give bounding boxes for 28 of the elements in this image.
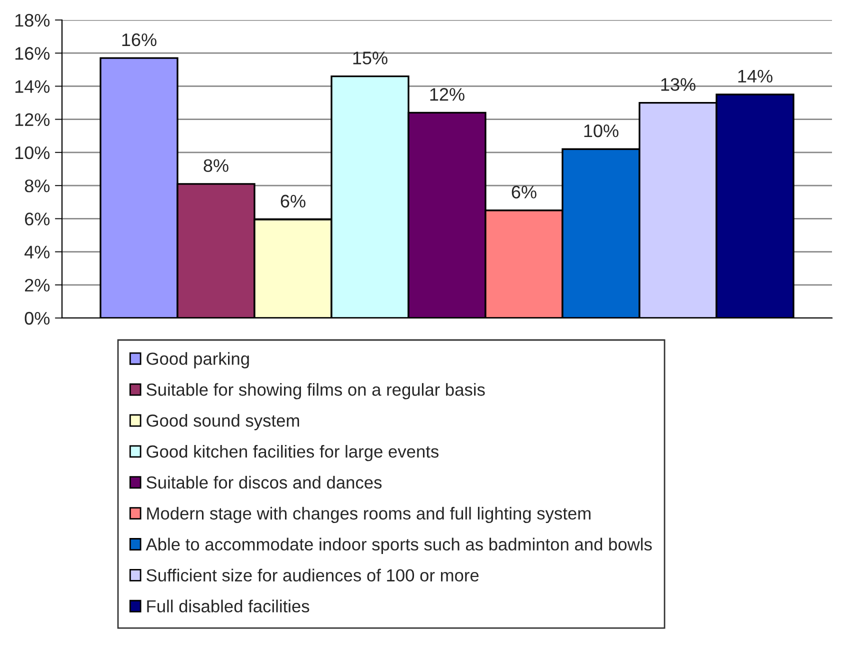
y-tick-label: 4% xyxy=(24,246,50,258)
data-label: 10% xyxy=(584,124,618,138)
legend-label: Good kitchen facilities for large events xyxy=(146,444,439,462)
y-tick-label: 2% xyxy=(25,278,50,292)
legend-label: Suitable for showing films on a regular basis xyxy=(146,383,485,400)
legend-label: Good parking xyxy=(146,352,249,368)
legend-label: Modern stage with changes rooms and full lighting system xyxy=(147,506,590,524)
legend-label: Suitable for discos and dances xyxy=(146,476,382,489)
legend-label: Sufficient size for audiences of 100 or more xyxy=(146,568,479,582)
data-label: 6% xyxy=(280,194,306,208)
legend-label: Able to accommodate indoor sports such as badminton and bowls xyxy=(146,538,652,554)
data-label: 13% xyxy=(661,78,696,91)
legend-label: Good sound system xyxy=(146,414,300,430)
data-label: 15% xyxy=(353,52,388,64)
y-tick-label: 16% xyxy=(15,47,50,60)
y-tick-label: 14% xyxy=(15,80,50,93)
y-tick-label: 6% xyxy=(25,212,50,226)
data-label: 12% xyxy=(430,88,464,101)
data-label: 14% xyxy=(738,70,772,83)
data-label: 6% xyxy=(512,186,536,198)
y-tick-label: 8% xyxy=(24,179,50,192)
y-tick-label: 0% xyxy=(24,312,50,325)
data-label: 8% xyxy=(204,159,228,172)
y-tick-label: 10% xyxy=(15,146,50,160)
y-tick-label: 12% xyxy=(15,113,50,126)
legend-label: Full disabled facilities xyxy=(147,600,310,612)
y-tick-label: 18% xyxy=(15,14,50,27)
data-label: 16% xyxy=(122,33,156,46)
